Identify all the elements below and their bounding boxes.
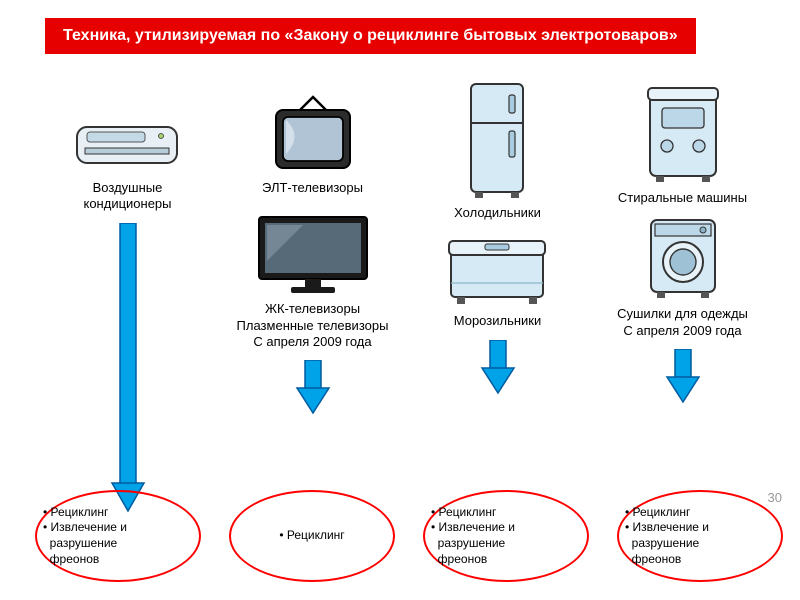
- col-ac: Воздушные кондиционеры: [35, 79, 220, 513]
- refrigerator-icon: [465, 79, 530, 199]
- ac-label: Воздушные кондиционеры: [83, 180, 171, 213]
- washer-label: Стиральные машины: [618, 190, 747, 206]
- oval-d-line1: • Рециклинг: [625, 505, 775, 521]
- dryer-label: Сушилки для одежды С апреля 2009 года: [617, 306, 748, 339]
- crt-label: ЭЛТ-телевизоры: [262, 180, 363, 196]
- oval-b-line1: • Рециклинг: [279, 528, 344, 544]
- washing-machine-icon: [642, 79, 724, 184]
- oval-a-line2: • Извлечение и: [43, 520, 193, 536]
- oval-fridge: • Рециклинг • Извлечение и разрушение фр…: [423, 490, 589, 582]
- oval-a-line3: разрушение: [43, 536, 193, 552]
- oval-washer: • Рециклинг • Извлечение и разрушение фр…: [617, 490, 783, 582]
- oval-c-line3: разрушение: [431, 536, 581, 552]
- oval-a-line1: • Рециклинг: [43, 505, 193, 521]
- air-conditioner-icon: [75, 79, 180, 174]
- lcd-label: ЖК-телевизоры Плазменные телевизоры С ап…: [237, 301, 389, 350]
- col-washer: Стиральные машины Сушилки для одежды С а…: [590, 79, 775, 513]
- arrow-ac: [108, 223, 148, 513]
- freezer-label: Морозильники: [454, 313, 542, 329]
- lcd-tv-icon: [253, 210, 373, 295]
- col-tv: ЭЛТ-телевизоры ЖК-телевизоры Плазменные …: [220, 79, 405, 513]
- crt-tv-icon: [268, 79, 358, 174]
- oval-d-line4: фреонов: [625, 552, 775, 568]
- oval-c-line1: • Рециклинг: [431, 505, 581, 521]
- oval-a-line4: фреонов: [43, 552, 193, 568]
- columns-container: Воздушные кондиционеры ЭЛТ-телевизоры: [35, 79, 775, 513]
- arrow-fridge: [478, 340, 518, 395]
- oval-c-line2: • Извлечение и: [431, 520, 581, 536]
- oval-c-line4: фреонов: [431, 552, 581, 568]
- col-fridge: Холодильники Морозильники: [405, 79, 590, 513]
- oval-tv: • Рециклинг: [229, 490, 395, 582]
- ovals-row: • Рециклинг • Извлечение и разрушение фр…: [35, 490, 783, 582]
- dryer-icon: [643, 212, 723, 300]
- arrow-washer: [663, 349, 703, 404]
- arrow-tv: [293, 360, 333, 415]
- freezer-icon: [445, 229, 550, 307]
- oval-d-line2: • Извлечение и: [625, 520, 775, 536]
- slide-number: 30: [768, 490, 782, 505]
- oval-d-line3: разрушение: [625, 536, 775, 552]
- oval-ac: • Рециклинг • Извлечение и разрушение фр…: [35, 490, 201, 582]
- title-banner: Техника, утилизируемая по «Закону о реци…: [45, 18, 696, 54]
- fridge-label: Холодильники: [454, 205, 541, 221]
